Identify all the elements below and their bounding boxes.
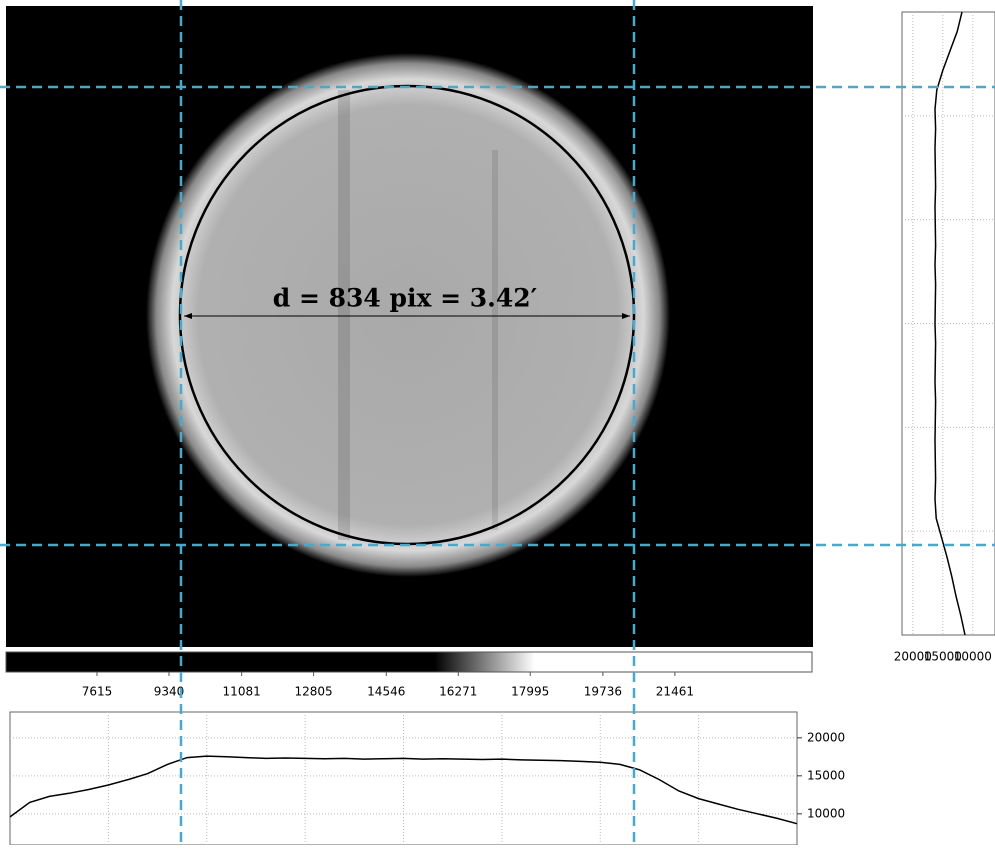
y-tick-label: 15000 (807, 768, 845, 782)
x-tick-label: 15000 (924, 650, 962, 664)
colorbar-tick-label: 12805 (295, 685, 333, 699)
colorbar-tick-label: 19736 (584, 685, 622, 699)
colorbar-tick-label: 11081 (223, 685, 261, 699)
stripe (492, 150, 498, 530)
colorbar-tick-label: 17995 (511, 685, 549, 699)
y-tick-label: 10000 (807, 806, 845, 820)
stripe (338, 90, 350, 540)
colorbar-tick-label: 9340 (154, 685, 185, 699)
right-plot-frame (901, 11, 995, 636)
colorbar (5, 651, 813, 673)
colorbar-tick-label: 16271 (439, 685, 477, 699)
x-tick-label: 20000 (894, 650, 932, 664)
disk-image (146, 53, 670, 577)
annotation: d = 834 pix = 3.42′ (273, 284, 537, 313)
profile-line (9, 755, 798, 825)
colorbar-tick-label: 14546 (367, 685, 405, 699)
y-tick-label: 20000 (807, 730, 845, 744)
colorbar-tick-label: 7615 (82, 685, 113, 699)
x-tick-label: 10000 (954, 650, 992, 664)
colorbar-tick-label: 21461 (656, 685, 694, 699)
profile-line (934, 11, 966, 636)
